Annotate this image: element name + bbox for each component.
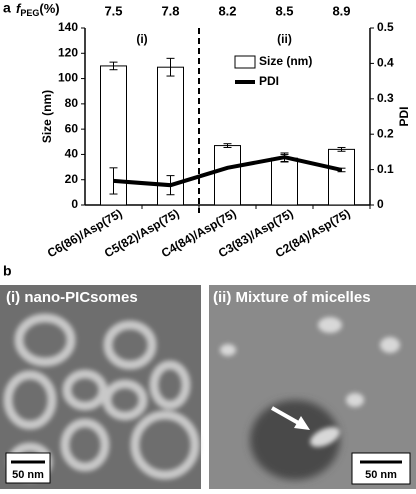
top-axis-label: fPEG(%) xyxy=(16,1,60,18)
annotation: (ii) xyxy=(277,32,292,46)
tem-image: 50 nm (ii) Mixture of micelles xyxy=(209,285,416,489)
y2-tick-label: 0.2 xyxy=(377,126,394,140)
bar xyxy=(214,145,241,206)
y-tick-label: 80 xyxy=(65,96,79,110)
bar xyxy=(271,157,298,206)
scale-bar-label: 50 nm xyxy=(12,469,44,481)
annotation: (i) xyxy=(136,32,147,46)
top-tick-label: 8.2 xyxy=(218,3,236,18)
legend-label: PDI xyxy=(259,74,279,88)
y-axis-label: Size (nm) xyxy=(40,90,54,143)
y-tick-label: 0 xyxy=(71,197,78,211)
bar xyxy=(328,148,355,206)
tem-image: 50 nm (i) nano-PICsomes xyxy=(0,285,201,489)
panel-label: b xyxy=(3,263,12,279)
y2-tick-label: 0.1 xyxy=(377,162,394,176)
image-title: (i) nano-PICsomes xyxy=(6,289,138,306)
y2-axis-label: PDI xyxy=(397,106,411,126)
top-tick-label: 8.5 xyxy=(275,3,293,18)
scale-bar-label: 50 nm xyxy=(365,469,397,481)
legend-swatch xyxy=(234,55,256,69)
unit: (%) xyxy=(39,1,59,16)
y2-tick-label: 0 xyxy=(377,197,384,211)
y-tick-label: 100 xyxy=(58,71,78,85)
y2-tick-label: 0.5 xyxy=(377,20,394,34)
top-tick-label: 7.5 xyxy=(104,3,122,18)
image-title: (ii) Mixture of micelles xyxy=(213,289,371,306)
y-tick-label: 120 xyxy=(58,45,78,59)
y-tick-label: 60 xyxy=(65,121,79,135)
y-tick-label: 40 xyxy=(65,147,79,161)
top-tick-label: 7.8 xyxy=(161,3,179,18)
y2-tick-label: 0.3 xyxy=(377,91,394,105)
panel-label: a xyxy=(3,0,11,16)
y-tick-label: 20 xyxy=(65,172,79,186)
y-tick-label: 140 xyxy=(58,20,78,34)
y2-tick-label: 0.4 xyxy=(377,56,394,70)
top-tick-label: 8.9 xyxy=(332,3,350,18)
subscript: PEG xyxy=(20,8,39,18)
symbol: f xyxy=(16,1,22,16)
legend-label: Size (nm) xyxy=(259,54,312,68)
